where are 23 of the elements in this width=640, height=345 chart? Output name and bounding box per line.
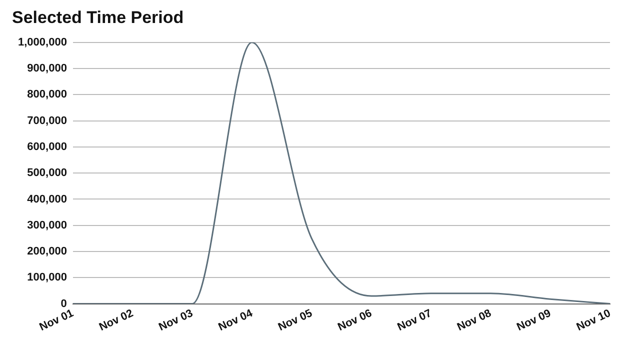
y-tick-label: 800,000: [27, 88, 67, 101]
y-tick-label: 500,000: [27, 167, 67, 180]
line-series: [72, 42, 611, 304]
x-tick-label: Nov 04: [216, 306, 256, 334]
x-tick-label: Nov 09: [515, 307, 553, 334]
x-tick-label: Nov 08: [455, 307, 494, 334]
y-tick-label: 400,000: [27, 193, 67, 206]
x-tick-label: Nov 02: [97, 307, 136, 334]
x-tick-label: Nov 01: [38, 307, 76, 334]
x-tick-label: Nov 05: [276, 307, 314, 334]
chart-title: Selected Time Period: [12, 8, 184, 27]
y-tick-label: 300,000: [27, 219, 67, 232]
y-tick-label: 0: [60, 298, 67, 310]
y-tick-label: 700,000: [27, 114, 67, 127]
x-tick-label: Nov 03: [157, 307, 195, 334]
y-tick-label: 1,000,000: [18, 36, 67, 48]
y-tick-label: 200,000: [27, 246, 67, 258]
x-tick-label: Nov 10: [574, 307, 613, 334]
x-tick-label: Nov 06: [336, 307, 374, 334]
y-tick-label: 600,000: [27, 140, 67, 153]
x-tick-label: Nov 07: [396, 307, 434, 334]
y-tick-label: 100,000: [27, 272, 67, 284]
y-tick-label: 900,000: [27, 62, 67, 75]
